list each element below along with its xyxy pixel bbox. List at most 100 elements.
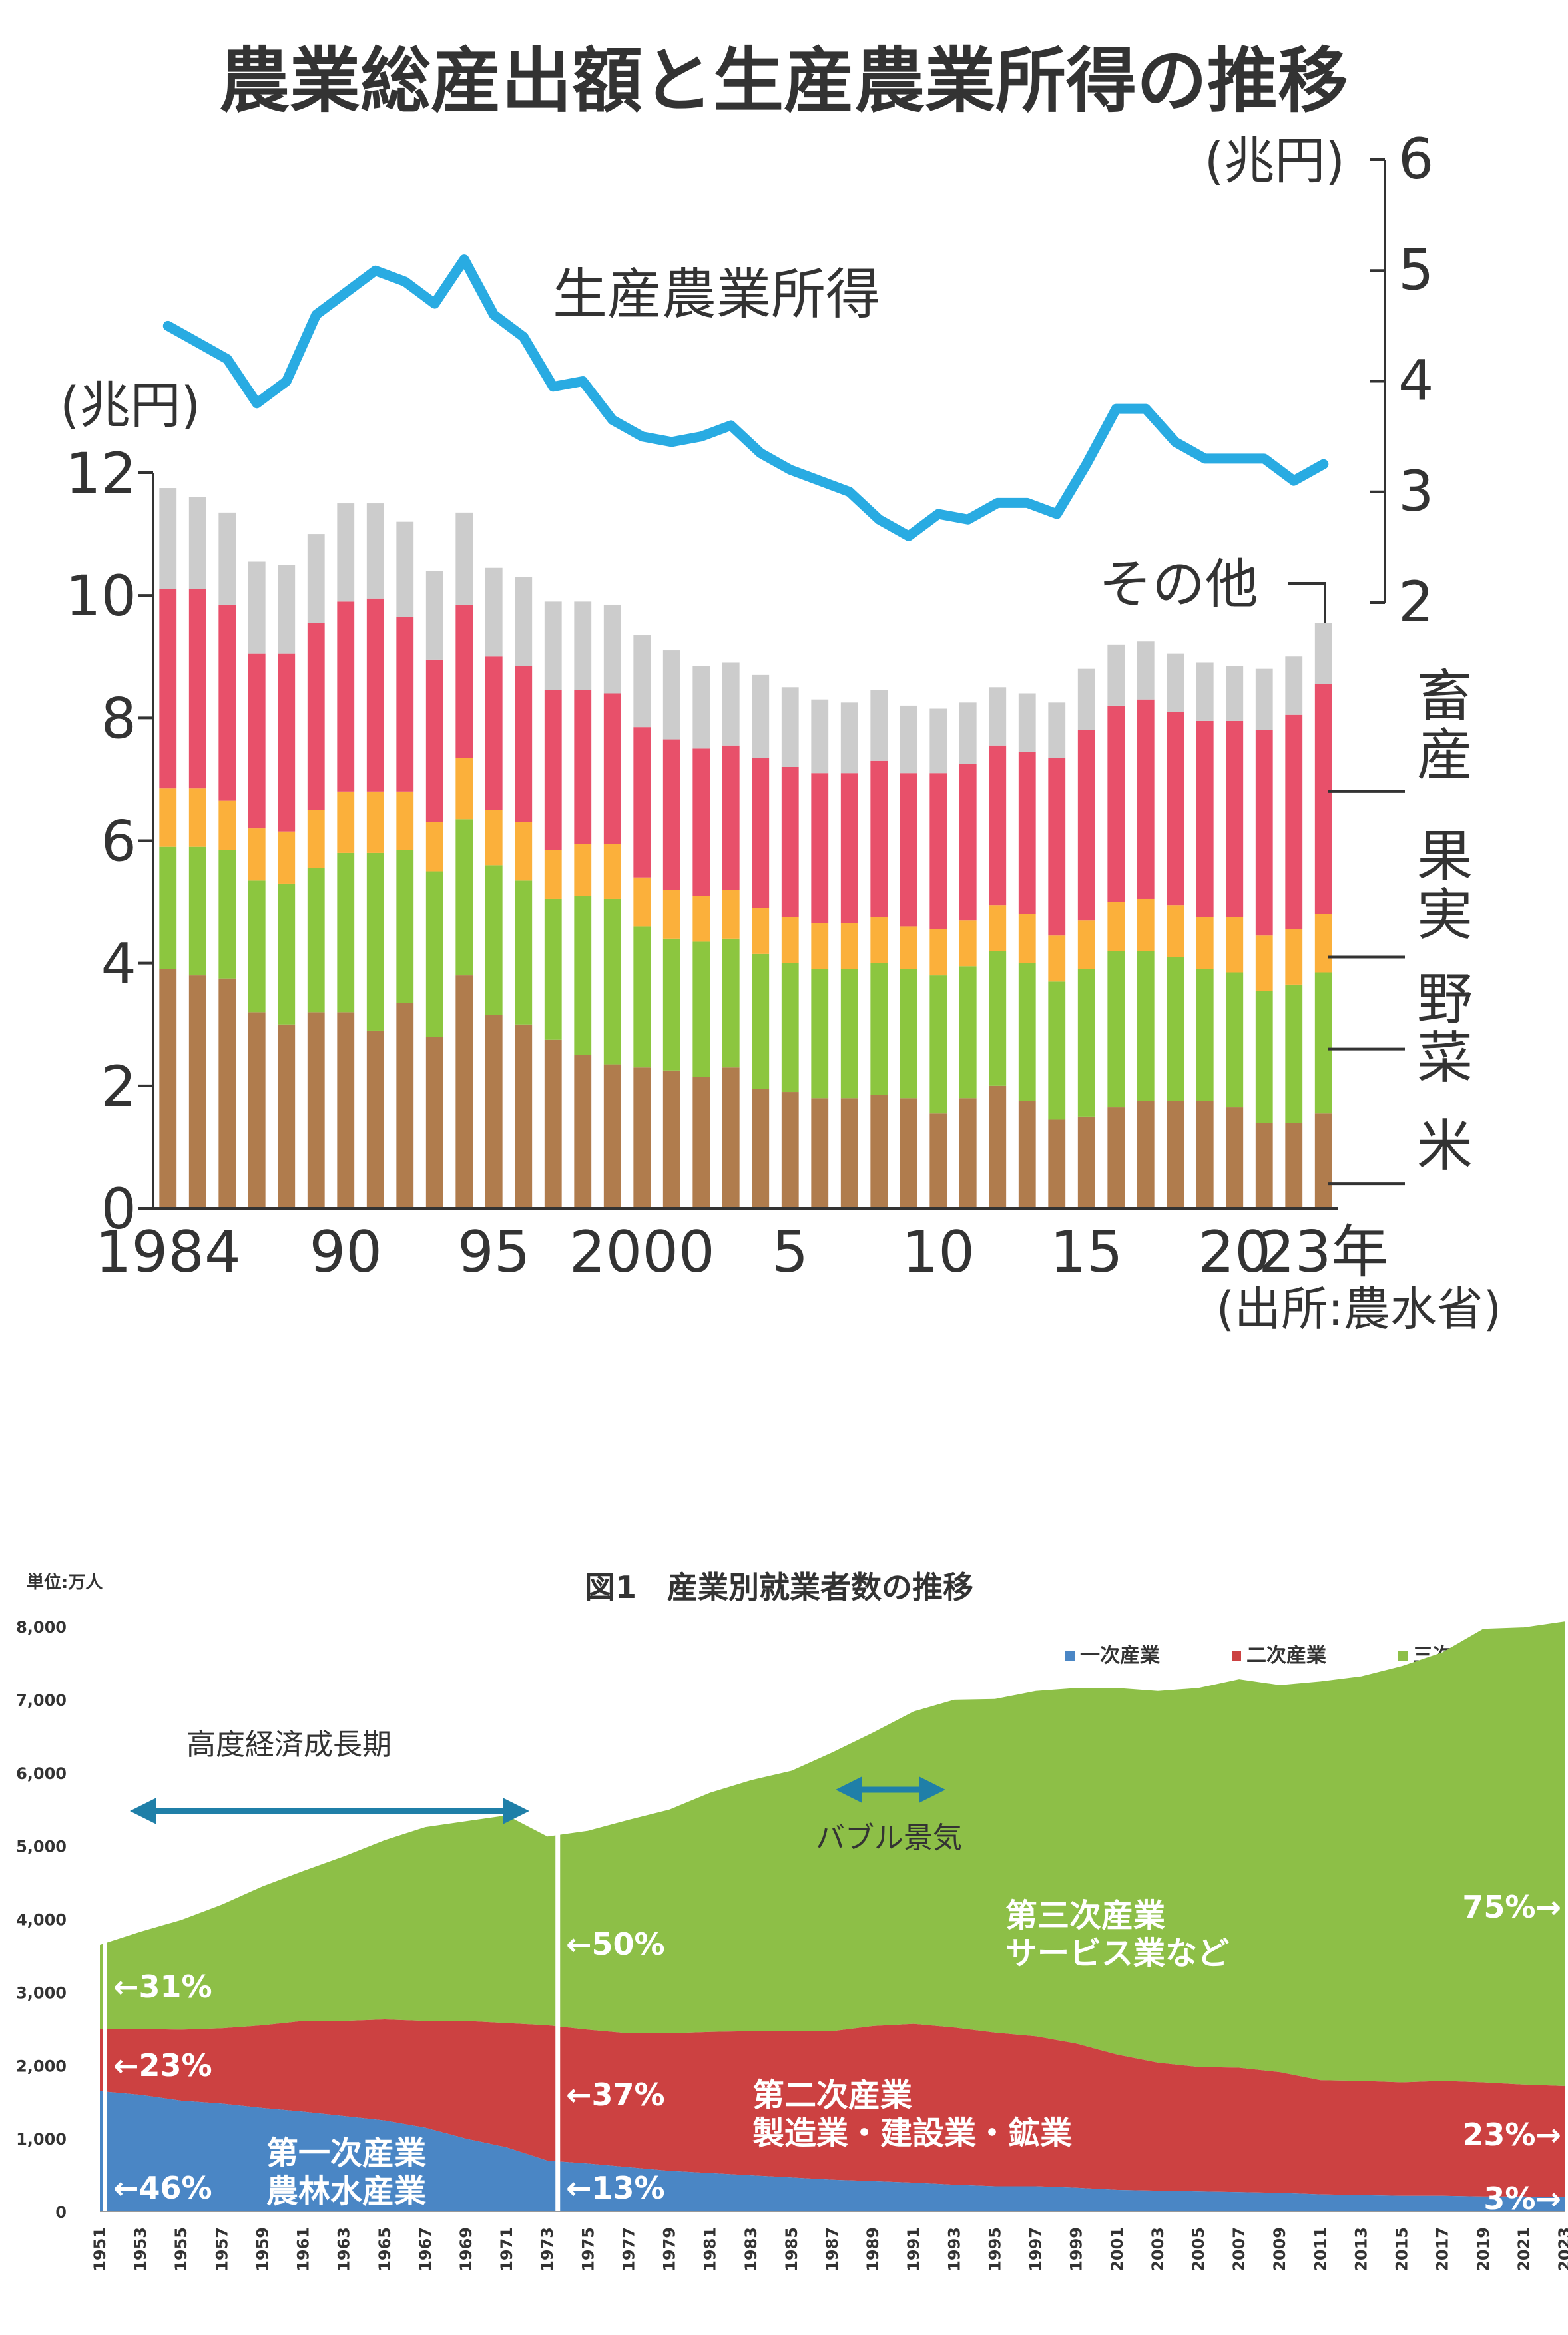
bar-segment-rice: [159, 969, 177, 1208]
high-growth-arrow-head-left: [130, 1798, 156, 1824]
right-axis-tick-label: 4: [1398, 348, 1434, 413]
left-axis-tick-label: 10: [65, 563, 136, 629]
pct-1951-secondary: ←23%: [113, 2047, 212, 2083]
bar-segment-livestock: [455, 604, 473, 758]
bar-segment-fruit: [722, 890, 740, 939]
bar-segment-rice: [218, 978, 236, 1208]
bar-segment-fruit: [929, 929, 947, 976]
right-axis-tick-label: 6: [1398, 127, 1434, 192]
bar-segment-livestock: [396, 617, 414, 792]
x-year-label: 1989: [864, 2227, 882, 2272]
bar-segment-livestock: [159, 589, 177, 789]
bar-segment-livestock: [515, 666, 533, 822]
x-tick-label: 10: [902, 1219, 975, 1286]
bar-segment-other: [544, 601, 562, 690]
pct-1951-primary: ←46%: [113, 2170, 212, 2206]
bar-segment-other: [989, 687, 1007, 746]
x-year-label: 1979: [660, 2227, 679, 2272]
x-year-label: 1967: [416, 2227, 435, 2272]
bar-segment-vegetables: [278, 883, 296, 1025]
bar-segment-rice: [1285, 1123, 1303, 1208]
bar-segment-other: [337, 503, 355, 602]
bar-segment-other: [1226, 666, 1244, 721]
x-tick-label: 2000: [569, 1219, 715, 1286]
bar-segment-rice: [752, 1089, 770, 1208]
left-axis-tick-label: 8: [101, 686, 136, 751]
bar-segment-livestock: [218, 604, 236, 801]
bar-segment-fruit: [870, 917, 888, 963]
bar-segment-fruit: [1107, 902, 1125, 951]
pct-1973-tertiary: ←50%: [566, 1926, 665, 1962]
pct-1951-tertiary: ←31%: [113, 1969, 212, 2005]
y-tick-label: 5,000: [16, 1838, 67, 1856]
chart2-x-labels: 1951 1953 1955 1957 1959 1961 1963 1965 1967 1969…: [91, 2227, 1568, 2272]
bar-segment-vegetables: [1077, 969, 1095, 1117]
bar-segment-fruit: [1077, 920, 1095, 969]
legend-primary-swatch: [1065, 1651, 1075, 1661]
secondary-label-line2: 製造業・建設業・鉱業: [752, 2115, 1072, 2152]
bar-segment-livestock: [752, 758, 770, 908]
area-tertiary: [100, 1621, 1565, 2086]
bar-segment-other: [218, 512, 236, 605]
chart1-income-line: [162, 254, 1329, 541]
bar-segment-vegetables: [425, 871, 443, 1037]
bar-segment-fruit: [900, 926, 917, 969]
bar-segment-other: [929, 708, 947, 774]
y-tick-label: 8,000: [16, 1618, 67, 1637]
bar-segment-other: [692, 666, 710, 749]
bar-segment-vegetables: [485, 865, 503, 1015]
pct-1973-primary: ←13%: [566, 2170, 665, 2206]
bar-segment-fruit: [1285, 929, 1303, 985]
bar-segment-rice: [455, 975, 473, 1208]
legend-vegetables-char: 野: [1417, 967, 1473, 1032]
x-year-label: 1991: [904, 2227, 923, 2272]
bar-segment-other: [278, 565, 296, 654]
x-year-label: 2017: [1434, 2227, 1452, 2272]
bar-segment-rice: [278, 1024, 296, 1208]
bar-segment-other: [870, 690, 888, 761]
bar-segment-fruit: [544, 850, 562, 899]
bar-segment-fruit: [1314, 914, 1332, 973]
bar-segment-vegetables: [1255, 991, 1273, 1123]
bar-segment-other: [485, 567, 503, 657]
bar-segment-vegetables: [752, 953, 770, 1089]
bar-segment-livestock: [662, 739, 680, 890]
bar-segment-vegetables: [989, 951, 1007, 1086]
bar-segment-vegetables: [929, 975, 947, 1114]
x-year-label: 1959: [253, 2227, 272, 2272]
bar-segment-other: [1314, 623, 1332, 684]
x-tick-label: 90: [310, 1219, 382, 1286]
legend-vegetables-char: 菜: [1417, 1025, 1473, 1091]
bar-segment-fruit: [337, 791, 355, 853]
bar-segment-vegetables: [218, 850, 236, 979]
bar-segment-rice: [989, 1085, 1007, 1208]
pct-1973-secondary: ←37%: [566, 2077, 665, 2113]
bar-segment-vegetables: [307, 868, 325, 1013]
bar-segment-fruit: [278, 831, 296, 884]
bar-segment-fruit: [1226, 917, 1244, 973]
secondary-label-line1: 第二次産業: [752, 2077, 912, 2114]
bar-segment-fruit: [959, 920, 977, 967]
bar-segment-fruit: [1167, 905, 1184, 957]
bar-segment-vegetables: [870, 963, 888, 1095]
bar-segment-fruit: [752, 908, 770, 954]
bar-segment-livestock: [989, 745, 1007, 906]
bar-segment-other: [159, 488, 177, 589]
bar-segment-vegetables: [840, 969, 858, 1099]
bar-segment-fruit: [366, 791, 384, 853]
chart1-title: 農業総産出額と生産農業所得の推移: [219, 40, 1348, 122]
bar-segment-vegetables: [1196, 969, 1214, 1101]
bar-segment-rice: [633, 1067, 651, 1208]
y-tick-label: 1,000: [16, 2130, 67, 2149]
x-year-label: 1977: [619, 2227, 638, 2272]
y-tick-label: 3,000: [16, 1983, 67, 2002]
bar-segment-livestock: [1077, 730, 1095, 921]
bar-segment-fruit: [515, 822, 533, 881]
bar-segment-livestock: [692, 748, 710, 896]
bar-segment-fruit: [811, 923, 829, 969]
tertiary-label-line1: 第三次産業: [1005, 1897, 1165, 1934]
bubble-arrow-head-right: [919, 1776, 945, 1803]
bar-segment-vegetables: [366, 852, 384, 1031]
